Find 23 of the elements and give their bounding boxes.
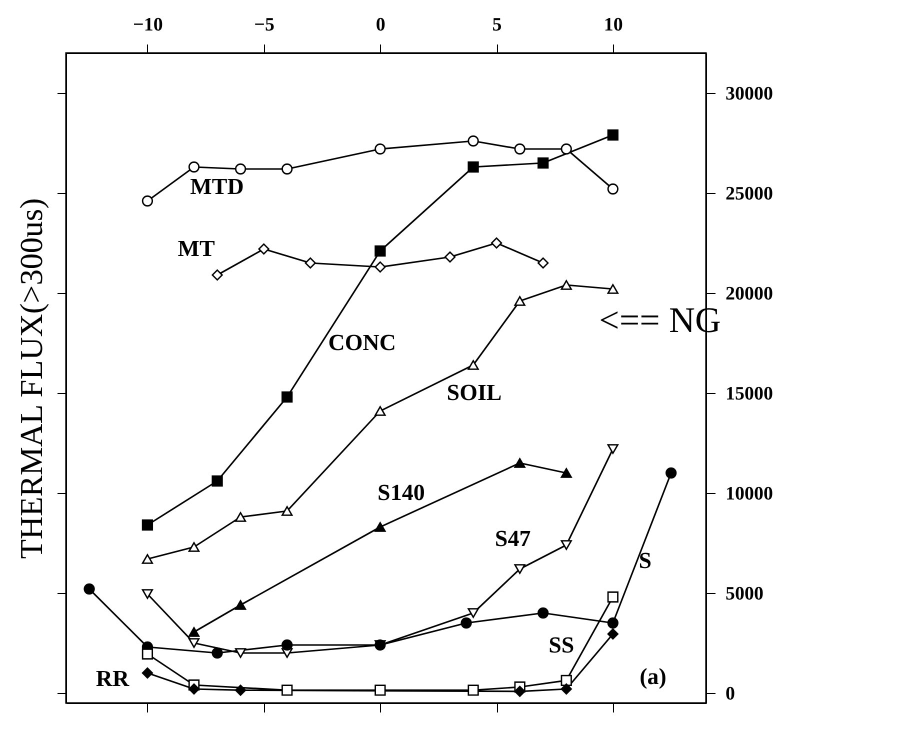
series-label: SOIL: [446, 380, 502, 405]
x-tick-label: 0: [376, 14, 386, 36]
y-axis-title: THERMAL FLUX(>300us): [13, 198, 49, 559]
series-label: MT: [178, 236, 215, 261]
y-tick-label: 5000: [726, 584, 764, 604]
y-tick-label: 30000: [726, 84, 773, 104]
x-tick-label: −10: [133, 14, 163, 36]
y-tick-label: 10000: [726, 484, 773, 504]
y-tick-label: 15000: [726, 384, 773, 404]
series-label: S: [638, 548, 652, 573]
y-tick-label: 0: [726, 684, 735, 704]
series-label: CONC: [328, 330, 396, 355]
annotation: (a): [640, 664, 666, 689]
x-tick-label: 10: [604, 14, 623, 36]
y-tick-label: 25000: [726, 184, 773, 204]
series-label: S47: [494, 526, 531, 551]
series-label: SS: [548, 632, 574, 658]
x-tick-label: −5: [254, 14, 274, 36]
legend-label: RR: [96, 666, 130, 691]
y-tick-label: 20000: [726, 284, 773, 304]
x-tick-label: 5: [492, 14, 502, 36]
series-label: S140: [378, 480, 425, 505]
series-label: MTD: [190, 174, 244, 199]
